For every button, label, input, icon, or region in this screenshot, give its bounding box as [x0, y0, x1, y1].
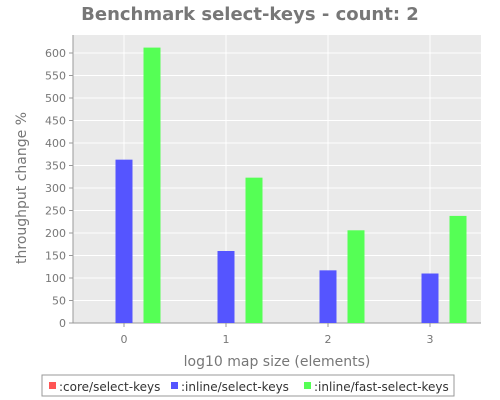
bar-inline-fast-select-keys-1 — [245, 177, 263, 323]
bar-inline-fast-select-keys-2 — [347, 230, 365, 323]
legend-swatch — [49, 382, 56, 389]
y-tick-label: 150 — [45, 250, 66, 263]
x-tick-label: 0 — [121, 333, 128, 346]
bars — [115, 47, 467, 323]
y-tick-label: 200 — [45, 227, 66, 240]
bar-inline-fast-select-keys-3 — [449, 215, 467, 323]
legend-swatch — [171, 382, 178, 389]
y-tick-label: 450 — [45, 115, 66, 128]
legend-box — [41, 374, 455, 397]
x-tick-label: 1 — [223, 333, 230, 346]
y-axis-label: throughput change % — [14, 112, 30, 264]
y-tick-label: 50 — [52, 295, 66, 308]
bar-inline-select-keys-3 — [421, 273, 439, 323]
y-tick-label: 400 — [45, 137, 66, 150]
y-tick-label: 600 — [45, 47, 66, 60]
y-tick-label: 100 — [45, 272, 66, 285]
legend-label: :inline/fast-select-keys — [314, 380, 449, 394]
axes: 0 50 100 150 200 250 300 350 400 450 500 550 600 0 1 2 3 — [45, 35, 481, 346]
bar-inline-select-keys-1 — [217, 251, 235, 323]
y-tick-label: 550 — [45, 70, 66, 83]
bar-inline-select-keys-0 — [115, 159, 133, 323]
x-tick-label: 3 — [427, 333, 434, 346]
chart-title: Benchmark select-keys - count: 2 — [81, 4, 419, 25]
legend-label: :core/select-keys — [59, 380, 160, 394]
bar-inline-fast-select-keys-0 — [143, 47, 161, 323]
x-tick-label: 2 — [325, 333, 332, 346]
y-tick-label: 350 — [45, 160, 66, 173]
y-tick-label: 0 — [59, 317, 66, 330]
y-tick-label: 500 — [45, 92, 66, 105]
y-tick-label: 250 — [45, 205, 66, 218]
x-axis-label: log10 map size (elements) — [184, 354, 371, 370]
legend: :core/select-keys :inline/select-keys :inl… — [41, 374, 455, 397]
plot-area — [73, 35, 481, 323]
y-tick-label: 300 — [45, 182, 66, 195]
bar-inline-select-keys-2 — [319, 270, 337, 323]
legend-label: :inline/select-keys — [181, 380, 289, 394]
legend-swatch — [304, 382, 311, 389]
